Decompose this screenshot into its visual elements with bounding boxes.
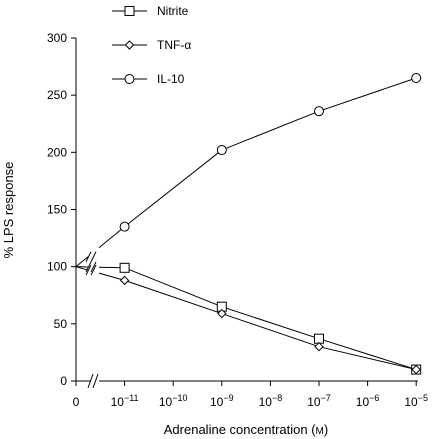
x-tick-label: 10−11 xyxy=(111,393,139,409)
data-point-circle xyxy=(411,73,422,84)
axis-break-mark xyxy=(92,373,99,389)
series-line xyxy=(98,226,125,249)
data-point-diamond xyxy=(411,364,421,375)
data-point-circle xyxy=(119,221,130,232)
series-line xyxy=(221,306,320,340)
series-break-mark xyxy=(90,251,97,263)
series-line xyxy=(98,272,125,281)
series-line xyxy=(124,279,222,315)
series-line xyxy=(318,77,417,112)
series-line xyxy=(221,313,320,348)
series-line xyxy=(318,346,417,371)
legend-item-1: TNF-α xyxy=(112,38,191,52)
x-tick-label: 10−5 xyxy=(404,393,428,409)
axes xyxy=(75,38,418,389)
y-axis-label: % LPS response xyxy=(1,162,16,259)
series-break-mark xyxy=(85,264,92,276)
y-tick-label: 0 xyxy=(60,374,67,388)
legend-item-2: IL-10 xyxy=(112,72,185,86)
x-ticks: 0 10−11 10−10 10−9 10−8 10−7 10−6 10−5 xyxy=(73,381,428,409)
legend-item-0: Nitrite xyxy=(112,4,189,18)
legend-label: Nitrite xyxy=(157,4,189,18)
legend: Nitrite TNF-α IL-10 xyxy=(112,4,191,86)
series-break-mark xyxy=(90,264,97,276)
data-point-diamond xyxy=(119,275,130,286)
legend-label: TNF-α xyxy=(157,38,191,52)
y-tick-label: 300 xyxy=(47,31,67,45)
data-point-circle xyxy=(314,106,324,117)
series-line xyxy=(221,110,320,151)
y-tick-label: 50 xyxy=(54,317,68,331)
series-line xyxy=(124,149,223,228)
series-0 xyxy=(75,261,422,375)
x-tick-label: 10−9 xyxy=(210,393,234,409)
series-line xyxy=(75,256,89,268)
x-tick-label: 10−8 xyxy=(259,393,283,409)
data-point-diamond xyxy=(217,308,227,319)
series-line xyxy=(318,338,417,371)
series-layer xyxy=(75,73,422,375)
x-tick-label: 10−7 xyxy=(307,393,331,409)
data-point-diamond xyxy=(314,341,324,352)
data-point-circle xyxy=(216,145,227,156)
data-point-square xyxy=(314,333,324,344)
series-break-mark xyxy=(90,261,97,273)
y-tick-label: 250 xyxy=(47,88,67,102)
y-tick-label: 100 xyxy=(47,260,67,274)
y-tick-label: 150 xyxy=(47,203,67,217)
y-ticks: 0 50 100 150 200 250 300 xyxy=(47,31,76,388)
x-axis-label: Adrenaline concentration (M) xyxy=(164,422,328,437)
x-tick-label: 0 xyxy=(73,395,80,409)
series-2 xyxy=(75,73,422,268)
data-point-circle xyxy=(124,74,135,84)
x-tick-label: 10−6 xyxy=(356,393,380,409)
series-break-mark xyxy=(85,251,92,263)
series-break-mark xyxy=(85,261,92,273)
series-line xyxy=(124,267,222,308)
data-point-diamond xyxy=(124,40,135,50)
axis-break-mark xyxy=(87,373,94,389)
series-1 xyxy=(75,264,421,375)
x-tick-label: 10−10 xyxy=(159,393,188,409)
data-point-square xyxy=(124,6,135,16)
y-tick-label: 200 xyxy=(47,145,67,159)
series-line xyxy=(75,266,89,271)
legend-label: IL-10 xyxy=(157,72,185,86)
data-point-square xyxy=(119,262,130,273)
